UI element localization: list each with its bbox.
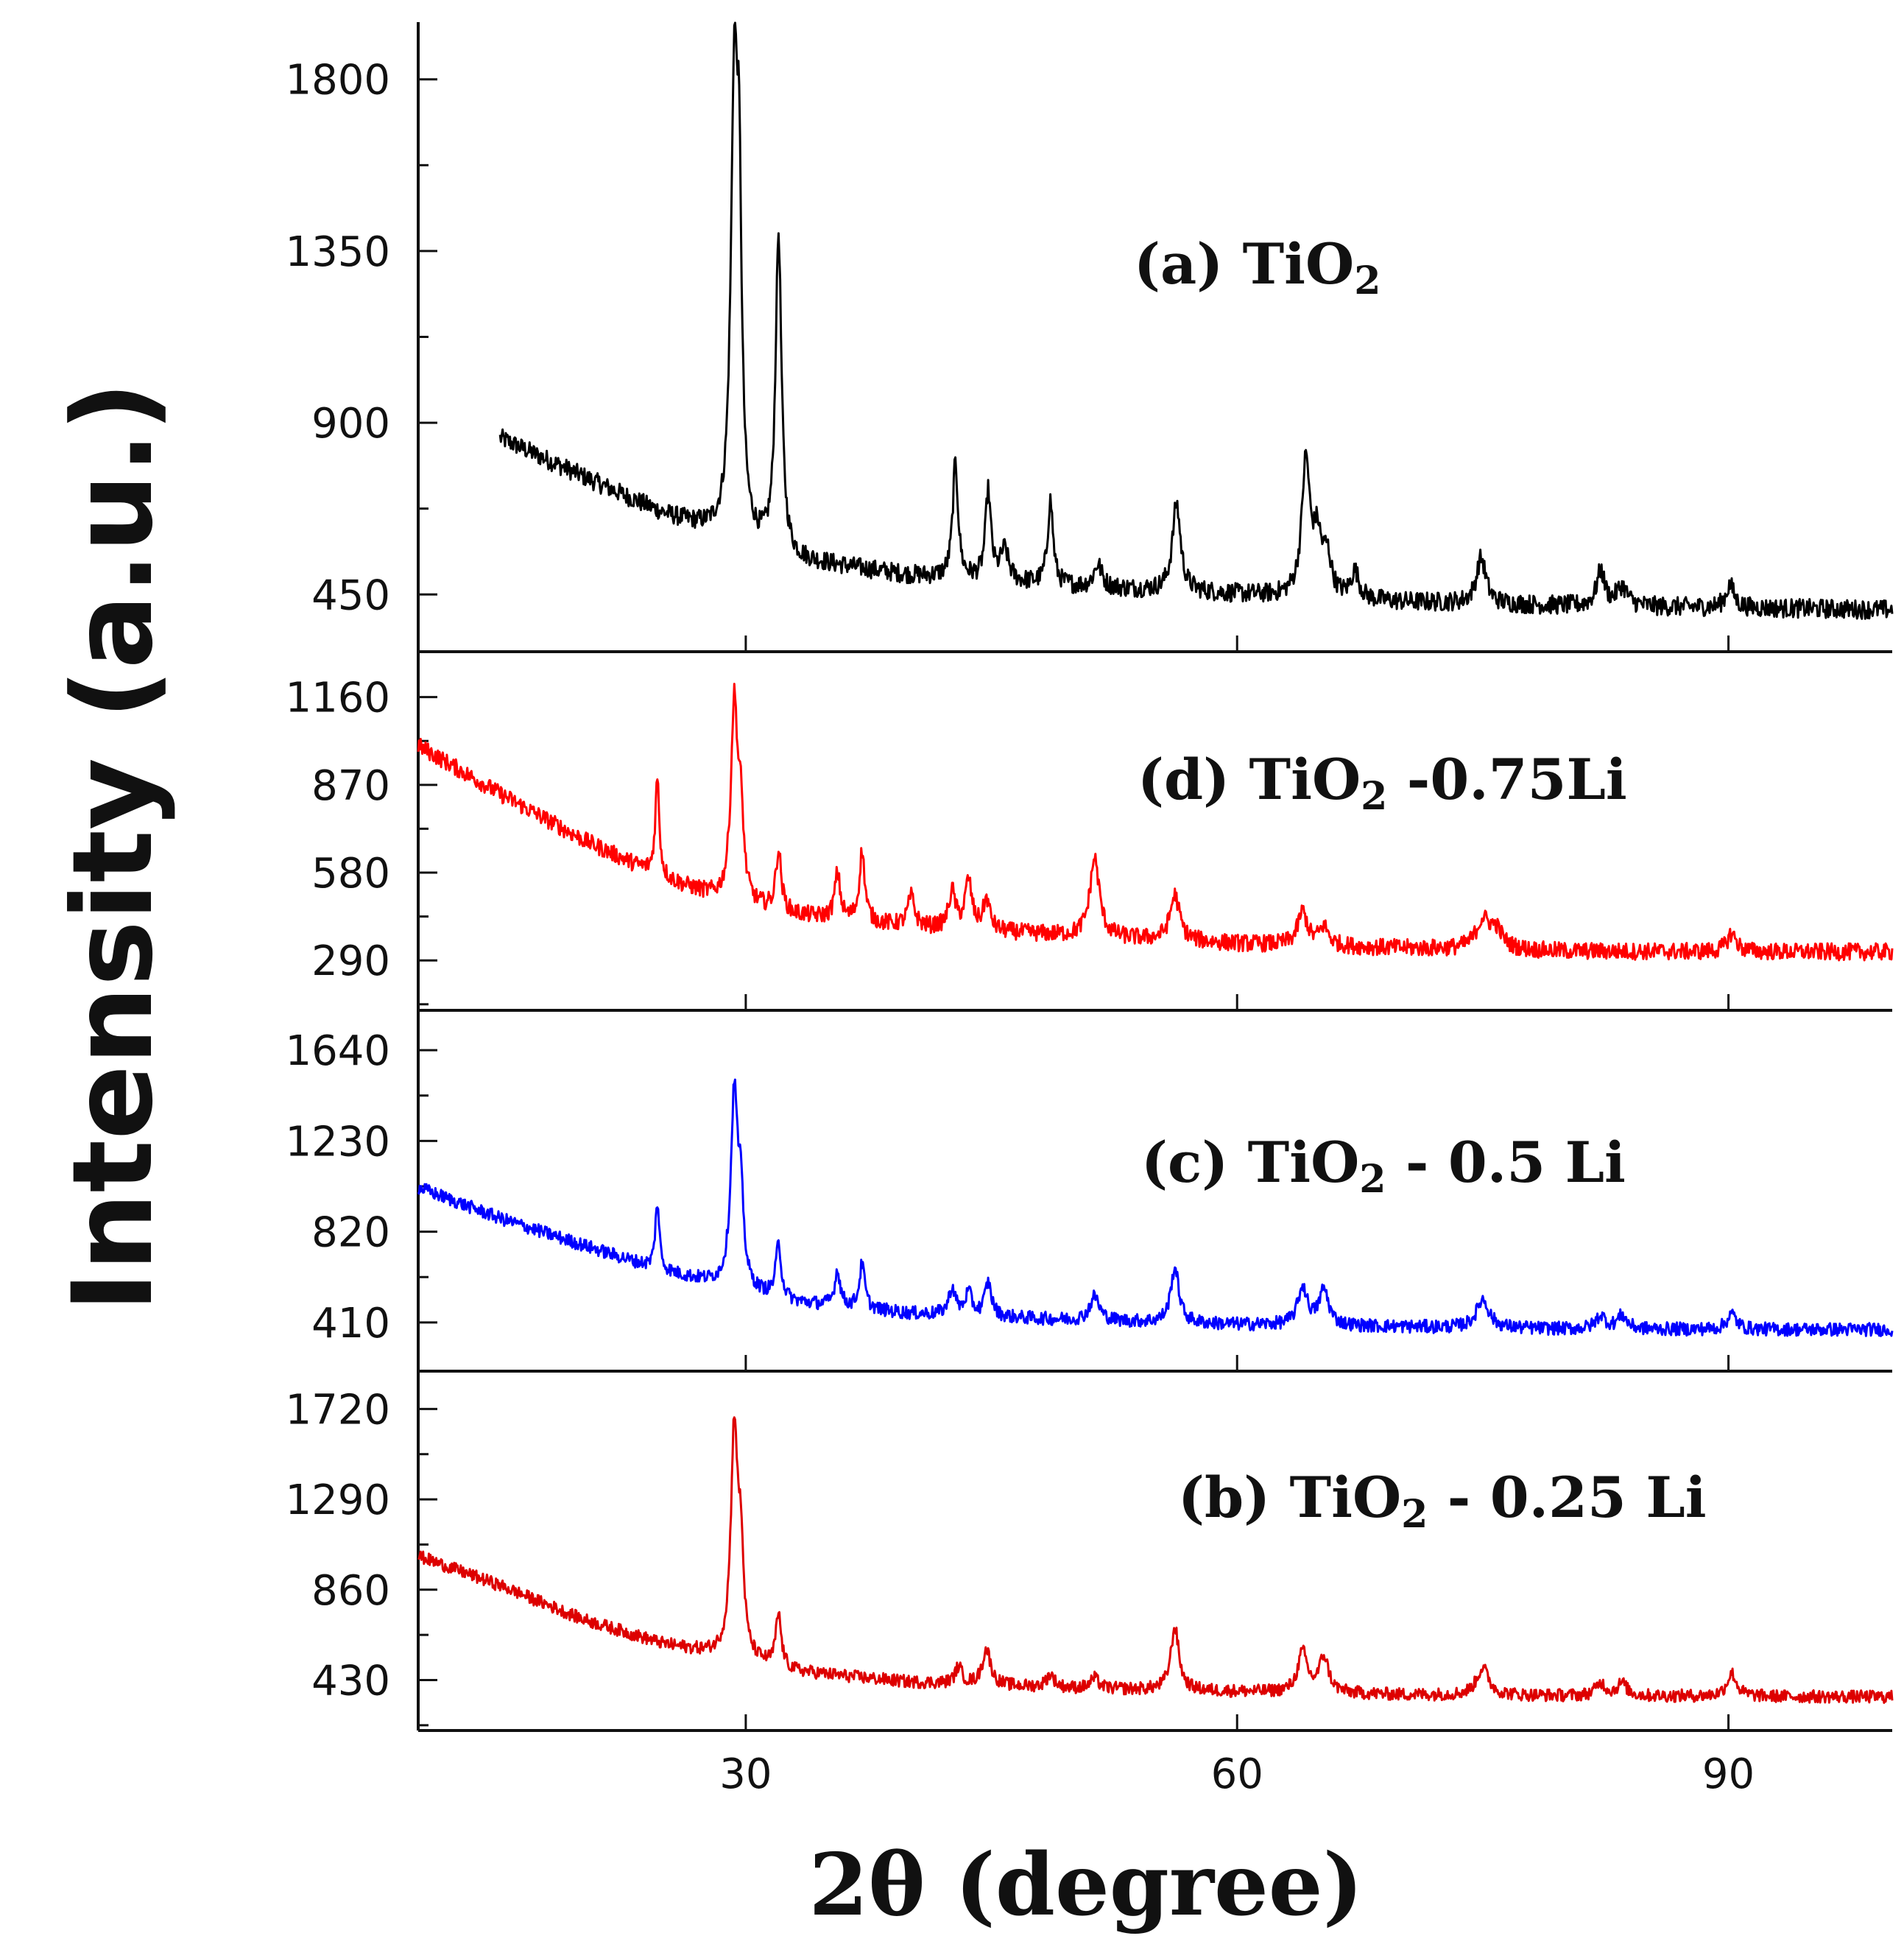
panel-label-a: (a) TiO2: [1134, 231, 1381, 303]
y-tick-label: 410: [311, 1300, 390, 1348]
y-tick-label: 1290: [285, 1476, 390, 1524]
y-tick-label: 1160: [285, 675, 390, 722]
series-trace-c: [417, 1078, 1894, 1337]
y-tick-label: 900: [311, 400, 390, 448]
y-tick-label: 450: [311, 571, 390, 619]
y-tick-label: 580: [311, 850, 390, 898]
series-trace-d: [417, 683, 1894, 962]
y-tick-label: 1640: [285, 1027, 390, 1075]
y-tick-label: 870: [311, 762, 390, 810]
panel-a: 1800 1350 900 450 (a) TiO2: [285, 21, 1894, 653]
y-tick-label: 1800: [285, 57, 390, 105]
y-tick-label: 430: [311, 1658, 390, 1705]
y-tick-label: 1720: [285, 1386, 390, 1434]
series-trace-a: [498, 21, 1894, 620]
y-tick-label: 820: [311, 1209, 390, 1257]
y-tick-label: 1230: [285, 1118, 390, 1166]
x-axis: 30 60 90: [719, 1750, 1755, 1798]
y-axis-label: Intensity (a.u.): [49, 381, 177, 1312]
panel-label-b: (b) TiO2 - 0.25 Li: [1178, 1465, 1707, 1537]
y-tick-label: 1350: [285, 228, 390, 276]
series-trace-b: [417, 1416, 1894, 1704]
x-tick-label: 90: [1702, 1750, 1755, 1798]
panel-label-d: (d) TiO2 -0.75Li: [1138, 747, 1627, 819]
y-tick-label: 860: [311, 1567, 390, 1615]
panel-b: 1720 1290 860 430 (b) TiO2 - 0.25 Li: [285, 1371, 1894, 1732]
x-axis-label: 2θ (degree): [809, 1835, 1364, 1935]
panels-layer: 1800 1350 900 450 (a) TiO2 1160 870 580 290 (d) T…: [285, 21, 1894, 1732]
x-tick-label: 60: [1211, 1750, 1263, 1798]
panel-c: 1640 1230 820 410 (c) TiO2 - 0.5 Li: [285, 1010, 1894, 1373]
panel-label-c: (c) TiO2 - 0.5 Li: [1141, 1130, 1626, 1202]
panel-d: 1160 870 580 290 (d) TiO2 -0.75Li: [285, 652, 1894, 1012]
y-tick-label: 290: [311, 937, 390, 985]
x-tick-label: 30: [719, 1750, 772, 1798]
